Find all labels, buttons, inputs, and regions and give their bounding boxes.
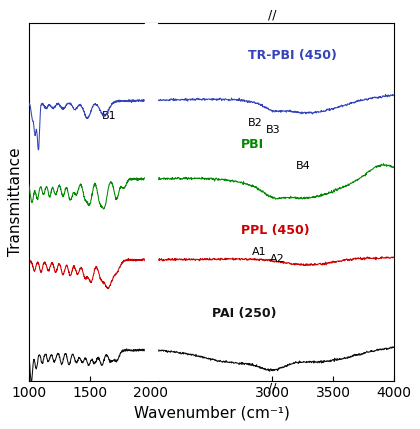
Y-axis label: Transmittance: Transmittance	[8, 148, 24, 257]
Text: PBI: PBI	[241, 139, 264, 151]
Text: PAI (250): PAI (250)	[212, 307, 276, 320]
Text: A2: A2	[270, 254, 285, 264]
Text: TR-PBI (450): TR-PBI (450)	[248, 49, 337, 62]
X-axis label: Wavenumber (cm⁻¹): Wavenumber (cm⁻¹)	[134, 406, 289, 421]
Text: B3: B3	[266, 125, 281, 136]
Text: B1: B1	[102, 111, 117, 121]
Text: B4: B4	[296, 161, 310, 171]
Text: //: //	[268, 8, 277, 21]
Text: B2: B2	[248, 118, 263, 128]
Text: PPL (450): PPL (450)	[241, 224, 310, 237]
Bar	[144, 23, 157, 381]
Text: A1: A1	[252, 247, 266, 257]
Text: //: //	[268, 382, 277, 395]
